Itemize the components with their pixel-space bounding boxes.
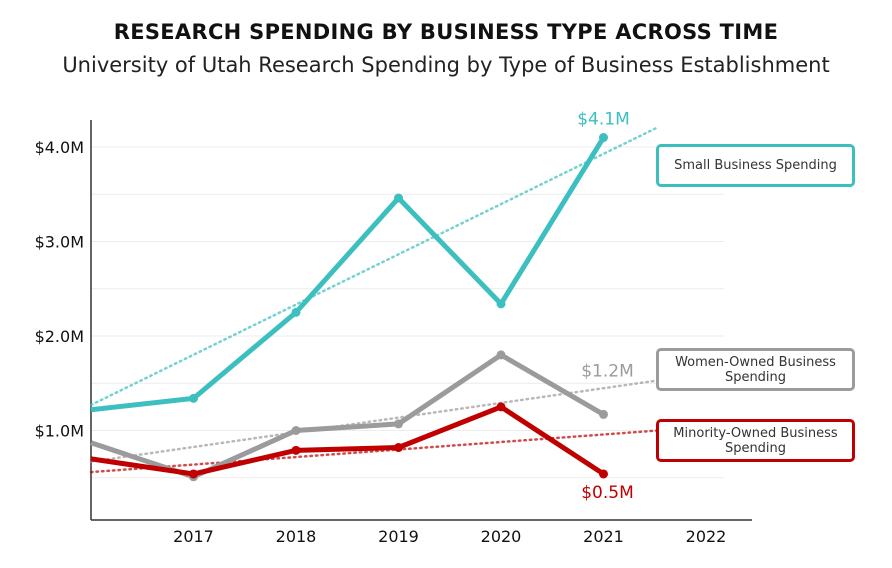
- x-tick-label: 2020: [481, 527, 522, 546]
- legend-minority-owned-business: Minority-Owned Business Spending: [656, 419, 855, 462]
- x-tick-label: 2022: [686, 527, 727, 546]
- women-owned-point: [599, 409, 608, 419]
- x-tick-label: 2019: [378, 527, 419, 546]
- women-owned-end-label: $1.2M: [581, 361, 634, 381]
- chart-subtitle: University of Utah Research Spending by …: [62, 53, 830, 77]
- women-owned-point: [291, 426, 301, 435]
- small-business-point: [291, 307, 301, 317]
- minority-owned-point: [599, 469, 608, 479]
- y-tick-label: $1.0M: [35, 422, 84, 441]
- small-business-point: [394, 193, 403, 203]
- minority-owned-series-line: [90, 404, 605, 477]
- y-tick-label: $2.0M: [35, 327, 84, 346]
- x-tick-label: 2017: [173, 527, 214, 546]
- minority-owned-point: [189, 469, 198, 479]
- small-business-point: [496, 299, 506, 309]
- minority-owned-point: [291, 445, 301, 455]
- legend-women-owned-business: Women-Owned Business Spending: [656, 348, 855, 391]
- small-business-series-line: [90, 136, 606, 413]
- legend-small-business-label: Small Business Spending: [674, 158, 837, 173]
- minority-owned-trendline: [89, 429, 660, 474]
- x-tick-label: 2018: [276, 527, 317, 546]
- women-owned-point: [496, 350, 506, 360]
- small-business-end-label: $4.1M: [577, 110, 630, 130]
- women-owned-point: [394, 419, 403, 429]
- minority-owned-point: [496, 402, 506, 412]
- women-owned-series-line: [90, 351, 605, 480]
- legend-minority-owned-label: Minority-Owned Business Spending: [673, 425, 838, 456]
- legend-women-owned-label: Women-Owned Business Spending: [675, 354, 836, 385]
- y-tick-label: $4.0M: [35, 138, 84, 157]
- legend-small-business: Small Business Spending: [656, 144, 855, 187]
- minority-owned-point: [394, 443, 403, 453]
- chart-title: RESEARCH SPENDING BY BUSINESS TYPE ACROS…: [113, 20, 779, 44]
- small-business-point: [189, 393, 198, 403]
- minority-owned-end-label: $0.5M: [581, 483, 634, 503]
- small-business-point: [599, 133, 608, 143]
- small-business-trendline: [89, 125, 660, 407]
- y-tick-label: $3.0M: [35, 233, 84, 252]
- x-tick-label: 2021: [583, 527, 624, 546]
